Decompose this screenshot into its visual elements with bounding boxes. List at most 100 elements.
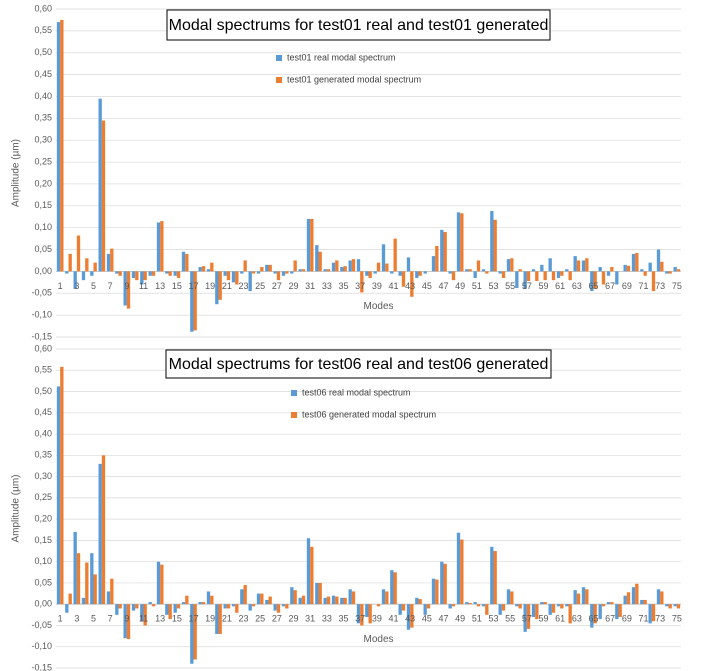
x-tick-label: 47 <box>438 281 448 291</box>
bar <box>593 604 597 624</box>
bar <box>465 602 469 605</box>
bar <box>618 604 622 617</box>
bar <box>493 551 497 605</box>
y-tick-label: 0,05 <box>34 244 52 254</box>
bar <box>281 604 286 607</box>
bar <box>68 253 72 272</box>
bar <box>406 257 411 272</box>
bar <box>231 271 236 283</box>
x-tick-label: 41 <box>388 614 398 624</box>
x-tick-label: 11 <box>139 281 148 291</box>
bar <box>468 269 472 272</box>
bar <box>398 271 402 276</box>
bar <box>660 261 664 272</box>
bar <box>260 267 264 272</box>
bar <box>273 604 277 611</box>
bar <box>165 271 169 274</box>
bar <box>343 266 347 272</box>
bar <box>523 271 527 289</box>
bar <box>418 599 422 605</box>
x-tick-label: 3 <box>74 614 79 624</box>
bar <box>231 604 236 607</box>
x-tick-label: 35 <box>338 614 348 624</box>
y-tick-label: 0,55 <box>34 25 52 35</box>
bar <box>193 271 197 331</box>
bar <box>251 604 256 607</box>
bar <box>448 271 452 274</box>
bar <box>173 271 177 276</box>
bar <box>326 269 331 272</box>
x-tick-label: 55 <box>505 281 515 291</box>
y-axis-title: Amplitude (µm) <box>11 139 22 207</box>
bar <box>431 256 436 272</box>
bar <box>390 271 394 274</box>
bar <box>148 602 152 605</box>
x-tick-label: 41 <box>388 281 398 291</box>
bar <box>540 264 544 272</box>
x-tick-label: 69 <box>622 614 632 624</box>
bar <box>660 591 664 605</box>
y-tick-label: 0,45 <box>34 69 52 79</box>
bar <box>176 271 181 278</box>
bar <box>456 532 461 605</box>
bar <box>401 271 406 287</box>
bar <box>640 269 644 272</box>
bar <box>151 271 156 276</box>
x-tick-label: 71 <box>638 614 648 624</box>
bar <box>135 271 139 281</box>
bar <box>410 604 414 628</box>
x-tick-label: 45 <box>422 281 432 291</box>
bar <box>306 538 311 605</box>
bar <box>298 597 302 605</box>
y-tick-label: 0,25 <box>34 156 52 166</box>
y-tick-label: 0,15 <box>34 535 52 545</box>
bar <box>101 455 106 605</box>
x-tick-label: 59 <box>538 614 548 624</box>
bar <box>90 553 94 605</box>
bar <box>115 604 119 615</box>
bar <box>581 587 586 605</box>
bar <box>256 593 261 605</box>
bar <box>360 604 364 626</box>
bar <box>440 561 444 605</box>
bar <box>651 604 656 622</box>
bar <box>226 604 231 609</box>
x-tick-label: 61 <box>555 281 565 291</box>
x-axis-title: Modes <box>363 301 393 312</box>
y-tick-label: 0,40 <box>34 428 52 438</box>
bar <box>435 579 439 605</box>
bar <box>376 262 381 272</box>
bar <box>218 604 222 634</box>
x-tick-label: 37 <box>355 614 365 624</box>
y-tick-label: 0,50 <box>34 386 52 396</box>
bar <box>568 604 572 624</box>
bar <box>60 19 64 272</box>
bar <box>181 602 186 605</box>
bar <box>548 604 552 615</box>
bar <box>335 260 339 272</box>
x-tick-label: 29 <box>288 614 298 624</box>
bar <box>110 578 114 605</box>
legend-swatch <box>276 77 282 83</box>
x-tick-label: 23 <box>238 281 248 291</box>
y-tick-label: 0,00 <box>34 599 52 609</box>
bar <box>218 271 222 300</box>
x-tick-label: 1 <box>58 614 63 624</box>
bar <box>481 269 486 272</box>
x-tick-label: 75 <box>672 281 682 291</box>
bar <box>606 602 611 605</box>
y-tick-label: 0,10 <box>34 556 52 566</box>
bar <box>460 213 464 272</box>
bar <box>540 602 544 605</box>
x-tick-label: 21 <box>222 614 232 624</box>
bar <box>643 271 647 276</box>
y-tick-label: 0,05 <box>34 577 52 587</box>
bar <box>323 597 327 605</box>
bar <box>81 597 86 605</box>
bar <box>506 259 511 272</box>
x-tick-label: 33 <box>322 281 332 291</box>
bar <box>651 271 656 292</box>
bar <box>251 271 256 274</box>
bar <box>576 593 581 605</box>
